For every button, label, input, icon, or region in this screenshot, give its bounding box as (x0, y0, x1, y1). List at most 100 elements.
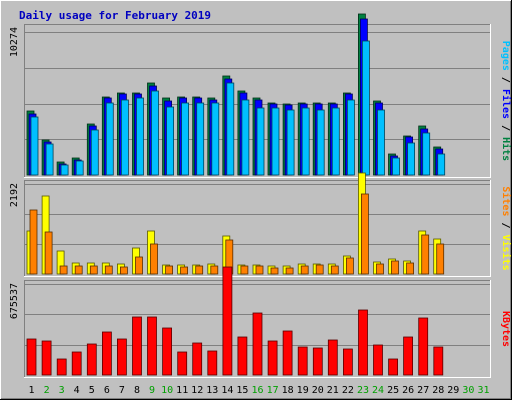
bar-kbytes-day-24 (373, 344, 383, 376)
day-label-31: 31 (477, 385, 489, 396)
bar-kbytes-day-17 (267, 340, 278, 376)
axis-label-part: Visits (500, 235, 512, 271)
bar-pages-day-22 (346, 99, 355, 176)
axis-label-part: Files (500, 89, 512, 119)
bar-pages-day-27 (422, 132, 431, 176)
day-label-5: 5 (89, 385, 95, 396)
bar-pages-day-24 (377, 109, 385, 176)
bar-sites-day-9 (150, 243, 158, 275)
bar-kbytes-day-27 (418, 317, 429, 376)
chart-title: Daily usage for February 2019 (19, 9, 211, 22)
bar-sites-day-25 (391, 260, 399, 275)
bar-kbytes-day-3 (56, 358, 67, 376)
axis-label-part: KBytes (500, 311, 511, 347)
bar-sites-day-4 (74, 265, 83, 275)
day-label-20: 20 (312, 385, 324, 396)
panel-axis-label: KBytes (500, 311, 511, 347)
panel-axis-label: Sites / Visits (500, 186, 512, 270)
panel-axis-label: Pages / Files / Hits (500, 41, 512, 161)
bar-sites-day-19 (300, 265, 309, 275)
day-label-24: 24 (372, 385, 384, 396)
panel-max-label: 2192 (9, 183, 20, 207)
axis-label-part: Hits (500, 137, 512, 161)
day-labels-group: 1 2 3 4 5 6 7 8 9 10 11 12 13 14 15 16 17 18 19 20 21 22 23 24 2… (28, 385, 489, 396)
bar-kbytes-day-2 (41, 340, 52, 376)
bar-sites-day-17 (270, 267, 279, 275)
bar-kbytes-day-18 (282, 330, 293, 376)
bar-kbytes-day-23 (358, 309, 368, 376)
day-label-11: 11 (176, 385, 188, 396)
day-label-15: 15 (236, 385, 248, 396)
day-label-9: 9 (149, 385, 155, 396)
day-label-1: 1 (28, 385, 34, 396)
bar-pages-day-3 (60, 164, 69, 176)
panel-visits-sites: 2192 Sites / Visits (9, 172, 512, 277)
bar-kbytes-day-10 (162, 327, 173, 376)
axis-label-part: Sites (500, 186, 512, 216)
bar-kbytes-day-11 (177, 351, 188, 376)
bar-kbytes-day-4 (71, 351, 82, 376)
bar-sites-day-5 (89, 265, 98, 275)
axis-label-part: / (500, 119, 511, 137)
axis-label-part: Pages (500, 41, 511, 71)
bar-pages-day-4 (75, 160, 84, 176)
bar-sites-day-11 (180, 266, 189, 275)
bar-pages-day-10 (166, 106, 175, 176)
bar-kbytes-day-12 (192, 342, 203, 376)
day-label-26: 26 (402, 385, 414, 396)
bar-kbytes-day-14 (222, 266, 233, 376)
panel-kbytes: 675537 KBytes (9, 266, 511, 378)
bar-kbytes-day-26 (403, 336, 414, 376)
day-label-4: 4 (74, 385, 80, 396)
bar-pages-day-26 (407, 142, 416, 176)
bar-pages-day-23 (361, 40, 370, 176)
bar-sites-day-22 (345, 257, 354, 275)
day-label-6: 6 (104, 385, 110, 396)
bar-pages-day-14 (226, 82, 235, 176)
day-label-29: 29 (447, 385, 459, 396)
bar-kbytes-day-1 (26, 338, 37, 376)
bar-sites-day-1 (29, 209, 38, 275)
bar-sites-day-3 (59, 265, 68, 275)
day-label-18: 18 (282, 385, 294, 396)
bar-kbytes-day-28 (433, 346, 444, 376)
bar-kbytes-day-20 (312, 347, 323, 376)
bar-pages-day-19 (301, 107, 310, 176)
day-label-23: 23 (357, 385, 369, 396)
day-label-28: 28 (432, 385, 444, 396)
bar-kbytes-day-7 (117, 338, 127, 376)
day-label-13: 13 (206, 385, 218, 396)
bar-sites-day-6 (104, 265, 113, 275)
bar-pages-day-25 (392, 157, 400, 176)
bar-kbytes-day-5 (86, 343, 97, 376)
bar-pages-day-5 (90, 129, 99, 176)
day-label-21: 21 (327, 385, 339, 396)
panel-hits-files-pages: 10274 Pages / Files / Hits (9, 13, 512, 178)
day-label-25: 25 (387, 385, 399, 396)
bar-sites-day-12 (195, 265, 204, 275)
bar-sites-day-16 (255, 265, 264, 275)
axis-label-part: / (500, 71, 511, 89)
panel-max-label: 675537 (9, 283, 20, 319)
bar-pages-day-18 (286, 109, 295, 176)
bar-kbytes-day-21 (327, 339, 338, 376)
bar-pages-day-6 (105, 102, 114, 176)
day-label-12: 12 (191, 385, 203, 396)
bar-sites-day-20 (315, 264, 324, 275)
bar-pages-day-9 (151, 90, 159, 176)
day-label-17: 17 (267, 385, 279, 396)
bar-sites-day-26 (406, 262, 415, 275)
bar-sites-day-18 (285, 267, 294, 275)
bar-pages-day-13 (211, 102, 220, 176)
panel-max-label: 10274 (9, 27, 20, 57)
day-label-8: 8 (134, 385, 140, 396)
day-label-30: 30 (462, 385, 474, 396)
bar-pages-day-20 (316, 109, 325, 176)
day-label-7: 7 (119, 385, 125, 396)
bar-kbytes-day-16 (252, 312, 263, 376)
bar-pages-day-2 (45, 143, 54, 176)
bar-pages-day-15 (241, 99, 250, 176)
bar-sites-day-7 (120, 266, 128, 275)
day-label-16: 16 (251, 385, 263, 396)
